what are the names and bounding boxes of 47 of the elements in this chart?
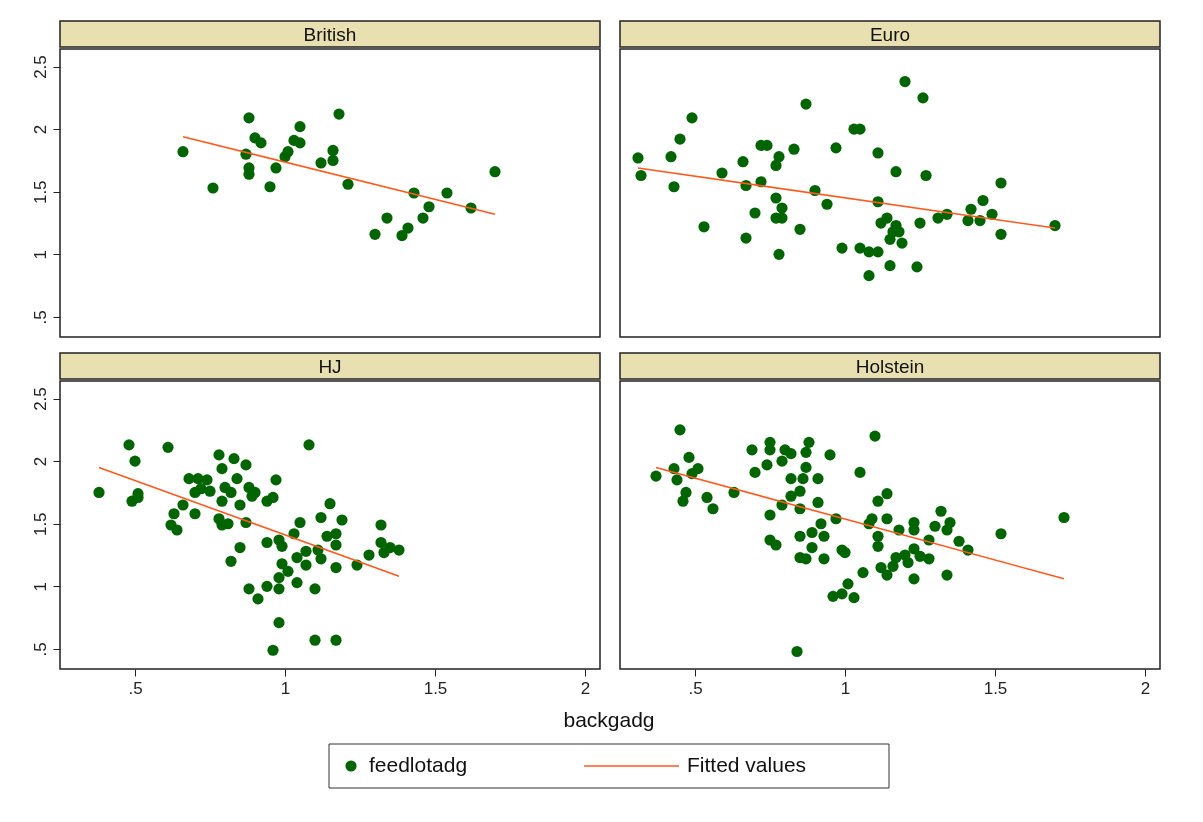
point bbox=[270, 162, 282, 174]
point bbox=[333, 108, 345, 120]
x-tick-label: 1 bbox=[280, 678, 291, 698]
point bbox=[177, 146, 189, 158]
point bbox=[255, 137, 267, 149]
chart-title: British bbox=[303, 24, 357, 45]
point bbox=[396, 229, 408, 242]
point bbox=[243, 112, 255, 124]
chart-title: HJ bbox=[318, 356, 342, 377]
point bbox=[369, 228, 381, 240]
point bbox=[315, 157, 327, 169]
point bbox=[489, 166, 501, 178]
point bbox=[342, 178, 354, 190]
y-tick-label: 2 bbox=[30, 456, 50, 467]
point bbox=[207, 182, 219, 194]
x-axis-title: backgadg bbox=[563, 708, 655, 731]
x-tick-label: 1.5 bbox=[423, 678, 448, 698]
point bbox=[327, 154, 339, 167]
chart-title: Euro bbox=[869, 24, 911, 45]
y-tick-label: .5 bbox=[30, 310, 50, 325]
point bbox=[294, 121, 306, 133]
point bbox=[423, 201, 435, 213]
chart-title: Holstein bbox=[855, 356, 925, 377]
y-tick-label: 1 bbox=[30, 582, 50, 592]
y-tick-label: 1.5 bbox=[30, 512, 50, 537]
x-tick-label: .5 bbox=[128, 678, 143, 698]
legend-label: feedlotadg bbox=[369, 753, 468, 776]
y-tick-label: 2 bbox=[30, 124, 50, 135]
x-tick-label: .5 bbox=[688, 678, 703, 698]
point bbox=[294, 137, 306, 149]
x-tick-label: 1.5 bbox=[983, 678, 1008, 698]
point bbox=[402, 222, 414, 234]
point bbox=[417, 212, 429, 224]
point bbox=[282, 146, 294, 158]
legend-label: Fitted values bbox=[687, 753, 807, 776]
point bbox=[381, 212, 393, 224]
point bbox=[264, 181, 276, 193]
y-tick-label: 1.5 bbox=[30, 180, 50, 205]
y-tick-label: 1 bbox=[30, 250, 50, 260]
x-tick-label: 1 bbox=[840, 678, 851, 698]
point bbox=[441, 187, 453, 199]
x-tick-label: 2 bbox=[580, 678, 591, 698]
y-tick-label: 2.5 bbox=[30, 55, 50, 79]
y-tick-label: 2.5 bbox=[30, 387, 50, 411]
y-tick-label: .5 bbox=[30, 642, 50, 657]
point bbox=[327, 144, 339, 157]
x-tick-label: 2 bbox=[1140, 678, 1151, 698]
